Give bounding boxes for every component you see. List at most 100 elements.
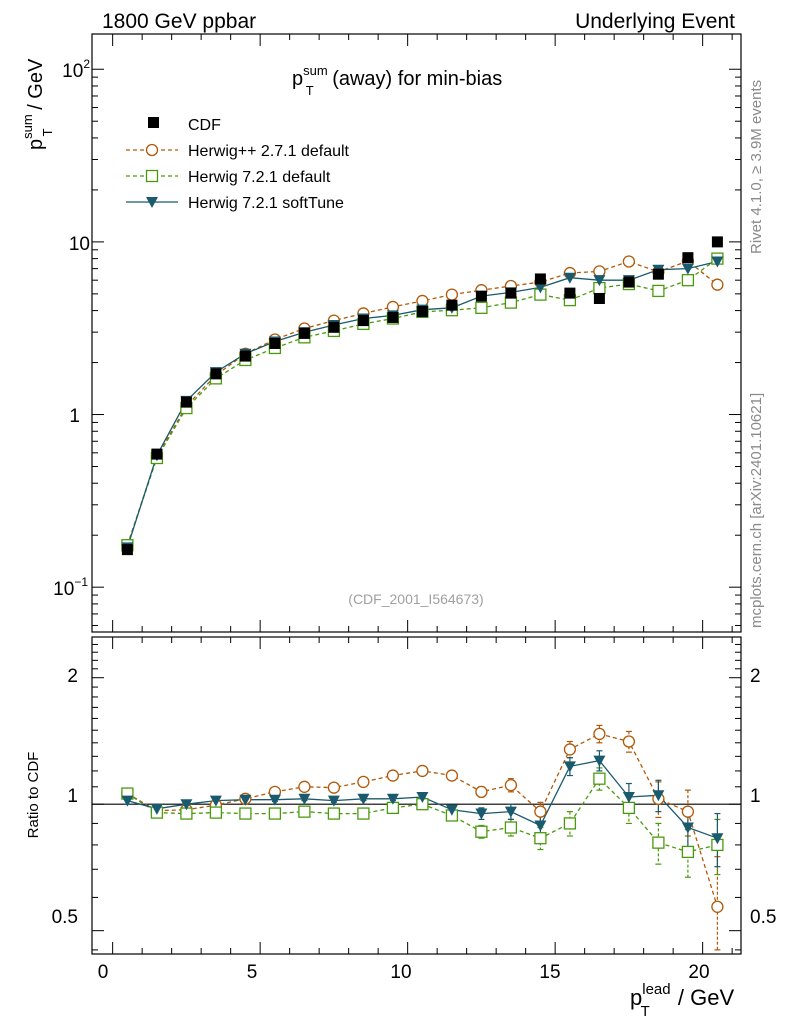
main-point-cdf-7 bbox=[328, 321, 340, 333]
ratio-ytick-label-0.5-left: 0.5 bbox=[52, 907, 78, 928]
main-point-cdf-1 bbox=[151, 448, 163, 460]
ratio-point-herwigpp-20 bbox=[711, 900, 724, 913]
ratio-point-herwigpp-19 bbox=[681, 805, 695, 818]
ratio-point-herwig7-default-14 bbox=[534, 832, 547, 845]
xtick-label-0: 0 bbox=[98, 962, 109, 983]
main-ylabel-base: p bbox=[25, 139, 47, 150]
ratio-point-herwig7-softtune-11 bbox=[445, 804, 458, 816]
main-plot-frame bbox=[91, 33, 742, 633]
main-point-herwig7-softtune-19 bbox=[681, 263, 694, 275]
header-right: Underlying Event bbox=[575, 10, 735, 33]
main-point-cdf-11 bbox=[446, 299, 458, 311]
main-ytick-label-100-base: 10 bbox=[62, 61, 83, 82]
main-line-herwig7-default bbox=[126, 258, 718, 546]
ratio-point-herwigpp-9 bbox=[386, 769, 400, 782]
xtick-label-10: 10 bbox=[390, 962, 411, 983]
main-ylabel-rest: / GeV bbox=[25, 58, 47, 115]
header-left: 1800 GeV ppbar bbox=[102, 10, 256, 33]
ratio-point-herwig7-default-17 bbox=[622, 801, 636, 815]
ratio-point-herwig7-default-15 bbox=[563, 817, 577, 830]
main-point-herwig7-softtune-14 bbox=[534, 282, 547, 294]
main-point-cdf-17 bbox=[623, 276, 635, 288]
legend-entry-herwig7-softtune: Herwig 7.2.1 softTune bbox=[126, 195, 344, 212]
main-point-herwig7-softtune-16 bbox=[593, 275, 606, 287]
main-point-cdf-10 bbox=[416, 306, 428, 318]
ratio-point-herwigpp-16 bbox=[593, 727, 606, 741]
legend-entry-herwig7-default: Herwig 7.2.1 default bbox=[126, 169, 331, 186]
main-point-herwig7-softtune-15 bbox=[563, 272, 576, 284]
ratio-plot bbox=[91, 636, 742, 955]
main-point-cdf-19 bbox=[682, 252, 694, 264]
main-plot bbox=[91, 33, 742, 633]
main-point-herwig7-default-12 bbox=[475, 301, 488, 314]
legend-marker-cdf bbox=[148, 117, 159, 128]
main-point-herwigpp-17 bbox=[622, 255, 636, 268]
main-point-cdf-13 bbox=[505, 287, 517, 299]
main-ytick-label-10: 10 bbox=[69, 234, 90, 255]
main-point-cdf-14 bbox=[534, 273, 546, 285]
ratio-point-herwig7-default-7 bbox=[327, 807, 341, 820]
main-point-cdf-4 bbox=[239, 350, 251, 362]
ratio-point-herwig7-softtune-7 bbox=[327, 795, 340, 807]
x-axis-label-base: p bbox=[630, 985, 642, 1010]
main-point-herwig7-default-19 bbox=[681, 274, 695, 287]
legend-label-herwig7-default: Herwig 7.2.1 default bbox=[188, 169, 331, 186]
ratio-point-herwigpp-12 bbox=[475, 785, 488, 798]
ratio-point-herwig7-softtune-14 bbox=[534, 820, 547, 832]
xtick-label-5: 5 bbox=[247, 962, 258, 983]
ratio-point-herwigpp-6 bbox=[298, 780, 311, 793]
ratio-point-herwig7-default-8 bbox=[357, 807, 370, 820]
ratio-point-herwigpp-14 bbox=[534, 805, 547, 818]
ratio-point-herwig7-softtune-5 bbox=[268, 794, 281, 806]
plot-title-sup: sum bbox=[303, 63, 328, 78]
ratio-point-herwig7-softtune-2 bbox=[180, 799, 193, 811]
main-ytick-label-100: 102 bbox=[62, 57, 90, 82]
ratio-ytick-label-2-right: 2 bbox=[750, 666, 761, 687]
main-point-cdf-5 bbox=[269, 337, 281, 349]
ratio-point-herwig7-softtune-9 bbox=[386, 793, 399, 805]
main-point-cdf-15 bbox=[564, 287, 576, 299]
ratio-point-herwigpp-11 bbox=[445, 769, 459, 782]
legend-label-cdf: CDF bbox=[188, 117, 221, 134]
x-axis-label-rest: / GeV bbox=[672, 985, 735, 1010]
legend-marker-herwig7-default bbox=[145, 169, 159, 183]
legend: CDF Herwig++ 2.7.1 default Herwig 7.2.1 … bbox=[126, 117, 350, 212]
ratio-point-herwig7-default-4 bbox=[239, 807, 252, 820]
ratio-ytick-label-2-left: 2 bbox=[67, 666, 78, 687]
ratio-point-herwig7-default-19 bbox=[681, 845, 695, 859]
legend-entry-herwigpp: Herwig++ 2.7.1 default bbox=[126, 143, 350, 160]
main-point-cdf-12 bbox=[475, 290, 487, 302]
main-ytick-label-100-exp: 2 bbox=[83, 57, 90, 71]
xtick-label-20: 20 bbox=[688, 962, 709, 983]
ratio-point-herwigpp-10 bbox=[416, 764, 429, 778]
ratio-point-herwigpp-17 bbox=[622, 735, 636, 748]
main-point-cdf-2 bbox=[180, 396, 192, 408]
ratio-point-herwig7-softtune-16 bbox=[593, 755, 606, 767]
ratio-ytick-label-0.5-right: 0.5 bbox=[750, 907, 776, 928]
ratio-point-herwigpp-7 bbox=[327, 781, 341, 794]
legend-label-herwig7-softtune: Herwig 7.2.1 softTune bbox=[188, 195, 344, 212]
main-point-herwig7-default-18 bbox=[652, 284, 665, 298]
main-point-cdf-0 bbox=[121, 544, 133, 556]
main-point-cdf-8 bbox=[357, 315, 369, 327]
legend-label-herwigpp: Herwig++ 2.7.1 default bbox=[188, 143, 350, 160]
legend-marker-herwig7-softtune bbox=[146, 197, 158, 208]
main-point-cdf-9 bbox=[387, 311, 399, 323]
plot-title: psum T (away) for min-bias bbox=[292, 63, 502, 98]
main-point-herwigpp-20 bbox=[711, 278, 724, 291]
ratio-point-herwig7-softtune-18 bbox=[652, 790, 665, 802]
ratio-point-herwig7-default-3 bbox=[209, 806, 223, 819]
ratio-point-herwig7-softtune-4 bbox=[239, 794, 252, 806]
ratio-point-herwigpp-8 bbox=[357, 775, 370, 789]
ratio-point-herwig7-softtune-8 bbox=[357, 793, 370, 805]
main-point-cdf-3 bbox=[210, 368, 222, 380]
ratio-ytick-label-1-left: 1 bbox=[67, 786, 78, 807]
x-axis-label-sub: T bbox=[641, 1003, 650, 1020]
main-ytick-label-1: 1 bbox=[69, 406, 80, 427]
legend-marker-herwigpp bbox=[145, 143, 159, 157]
main-point-herwig7-default-13 bbox=[504, 296, 518, 309]
ratio-point-herwig7-softtune-1 bbox=[150, 803, 163, 815]
ratio-point-herwig7-default-12 bbox=[475, 825, 488, 838]
legend-entry-cdf: CDF bbox=[148, 117, 221, 134]
